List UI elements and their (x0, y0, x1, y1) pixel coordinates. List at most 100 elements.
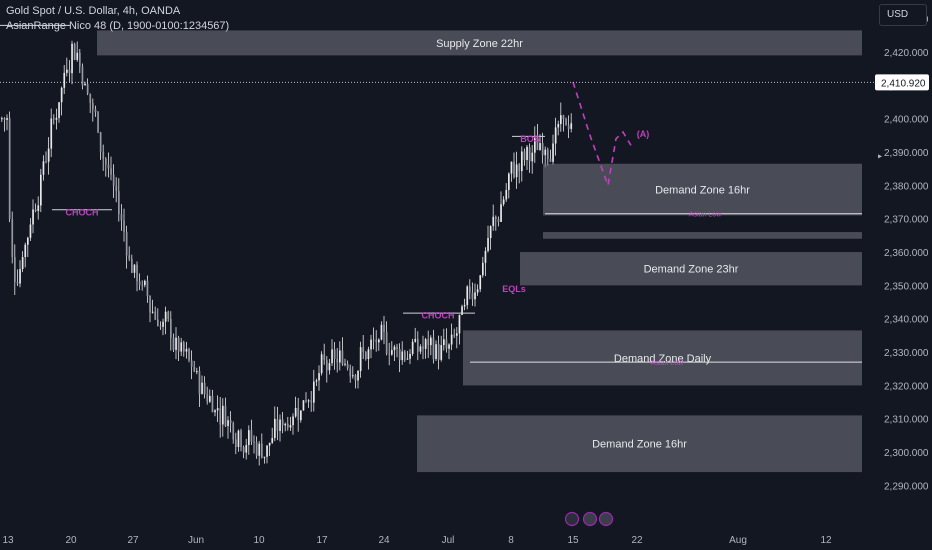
candle-body (1, 118, 3, 120)
indicator-legend[interactable]: AsianRange Nico 48 (D, 1900-0100:1234567… (6, 20, 230, 32)
zone-box[interactable] (97, 30, 862, 56)
candle-body (461, 306, 463, 315)
zone-box[interactable] (520, 252, 862, 286)
candle-body (136, 264, 138, 282)
candle-body (34, 209, 37, 212)
event-flag-icon[interactable] (598, 511, 614, 527)
candle-body (411, 341, 414, 354)
candle-body (19, 269, 21, 284)
candle-body (227, 420, 229, 427)
candle-body (224, 405, 227, 427)
candle-body (99, 132, 102, 152)
candle-body (453, 334, 456, 336)
projection-path[interactable] (572, 81, 632, 189)
candle-body (102, 151, 105, 159)
candle-body (466, 286, 469, 306)
candle-body (544, 149, 547, 156)
candle-body (357, 371, 359, 381)
candle-body (73, 43, 76, 60)
x-tick-label: Jun (188, 535, 204, 546)
candle-body (370, 339, 372, 350)
candle-body (68, 69, 71, 74)
y-tick-label: 2,310.000 (884, 415, 929, 426)
candle-body (141, 284, 144, 286)
candle-body (471, 292, 474, 300)
x-tick-label: 27 (127, 535, 139, 546)
candle-body (495, 216, 497, 220)
zone-box[interactable] (543, 232, 862, 239)
candle-body (300, 410, 302, 421)
price-axis: 2,290.000 2,300.000 2,310.000 2,320.000 2,33… (875, 15, 929, 492)
current-price-tag (875, 74, 929, 91)
candle-body (484, 250, 487, 263)
y-tick-label: 2,390.000 (884, 148, 929, 159)
x-tick-label: 24 (378, 535, 390, 546)
candle-body (424, 339, 427, 349)
candle-body (383, 324, 385, 332)
candle-body (443, 339, 445, 346)
candle-body (515, 164, 518, 178)
candle-body (263, 456, 266, 458)
y-tick-label: 2,350.000 (884, 281, 929, 292)
axis-arrow-icon[interactable]: ▸ (878, 151, 882, 160)
candle-body (120, 214, 123, 221)
candle-body (235, 439, 237, 448)
candle-body (567, 125, 570, 129)
candle-body (336, 358, 339, 363)
candle-body (352, 375, 354, 377)
candle-body (482, 262, 484, 276)
candle-body (302, 400, 305, 411)
candle-body (8, 118, 11, 220)
candle-body (391, 350, 393, 355)
candle-body (570, 123, 573, 129)
candle-body (435, 344, 437, 359)
candle-body (86, 83, 89, 94)
candle-body (162, 321, 164, 327)
y-tick-label: 2,400.000 (884, 115, 929, 126)
candle-body (554, 127, 557, 144)
candle-body (14, 256, 16, 283)
candle-body (216, 408, 219, 411)
candle-body (172, 337, 175, 350)
candle-body (133, 264, 136, 273)
candle-body (318, 373, 320, 381)
y-tick-label: 2,290.000 (884, 481, 929, 492)
candle-body (94, 109, 97, 113)
event-flag-icon[interactable] (582, 511, 598, 527)
candle-body (27, 237, 29, 245)
candle-body (414, 338, 417, 342)
candle-body (401, 351, 404, 361)
y-tick-label: 2,340.000 (884, 315, 929, 326)
zone-box[interactable] (417, 415, 862, 473)
candle-body (118, 191, 120, 215)
candle-body (47, 148, 50, 162)
structure-label: EQLs (502, 284, 526, 294)
candle-body (201, 382, 203, 394)
candle-body (489, 226, 492, 238)
x-tick-label: 8 (508, 535, 514, 546)
candle-body (190, 360, 193, 367)
candle-body (450, 334, 453, 345)
candle-body (66, 69, 68, 73)
candle-body (105, 158, 107, 165)
candle-body (115, 185, 118, 192)
zone-box[interactable] (543, 163, 862, 216)
currency-button[interactable]: USD (879, 4, 927, 26)
candle-body (534, 137, 536, 153)
candle-body (81, 66, 84, 86)
candle-body (307, 400, 310, 402)
candle-body (240, 430, 242, 448)
candle-body (219, 408, 222, 425)
candle-body (292, 416, 294, 426)
zone-label: Supply Zone 22hr (436, 38, 523, 50)
event-flag-icon[interactable] (564, 511, 580, 527)
candle-body (320, 354, 323, 374)
candle-body (492, 216, 495, 227)
candle-body (526, 146, 528, 161)
zone-box[interactable] (463, 330, 862, 386)
zone-label: Demand Zone 16hr (592, 439, 687, 451)
candle-body (196, 371, 198, 373)
candle-body (29, 224, 32, 238)
candle-body (497, 219, 500, 222)
